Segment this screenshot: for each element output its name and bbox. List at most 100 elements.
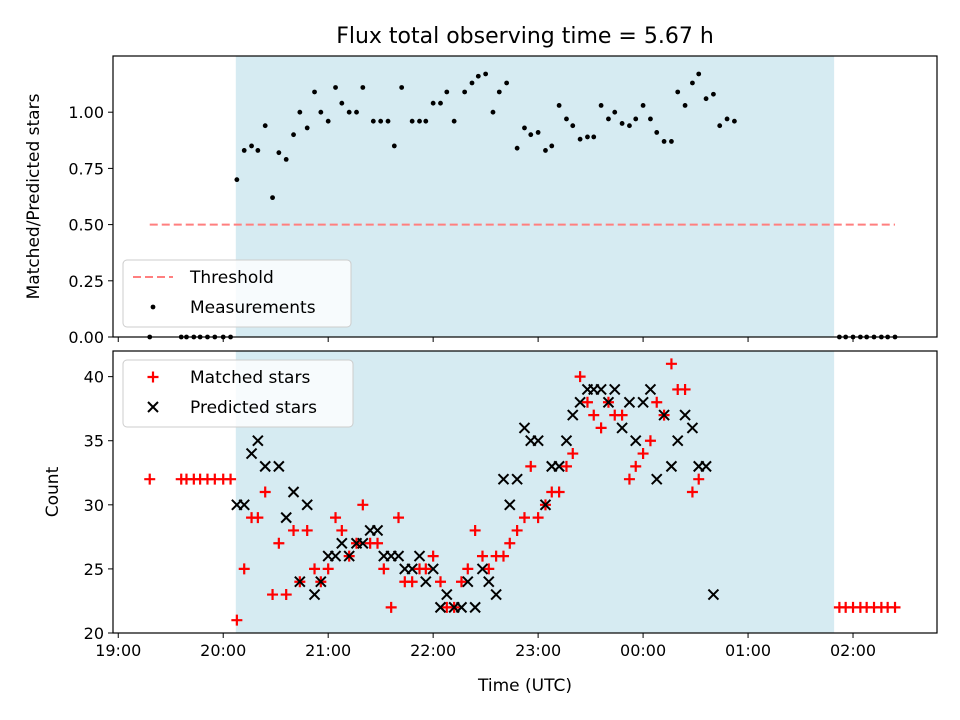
data-point bbox=[564, 116, 569, 122]
data-point bbox=[675, 89, 681, 95]
data-point bbox=[560, 460, 572, 472]
data-point bbox=[539, 499, 552, 511]
data-point bbox=[238, 563, 250, 575]
data-point bbox=[427, 563, 439, 575]
data-point bbox=[354, 109, 359, 115]
data-point bbox=[602, 396, 615, 408]
data-point bbox=[644, 383, 657, 396]
data-point bbox=[711, 91, 716, 97]
series-plus bbox=[144, 358, 901, 626]
data-point bbox=[889, 601, 901, 613]
data-point bbox=[315, 576, 327, 588]
data-point bbox=[644, 435, 656, 447]
data-point bbox=[672, 435, 684, 447]
data-point bbox=[686, 486, 698, 498]
data-point bbox=[543, 148, 548, 153]
data-point bbox=[553, 486, 565, 498]
data-point bbox=[267, 589, 279, 601]
data-point bbox=[427, 550, 439, 562]
data-point bbox=[339, 100, 345, 106]
data-point bbox=[231, 614, 243, 626]
data-point bbox=[504, 80, 510, 86]
data-point bbox=[238, 499, 250, 511]
data-point bbox=[417, 118, 422, 124]
data-point bbox=[288, 524, 300, 536]
data-point bbox=[654, 130, 660, 135]
data-point bbox=[490, 109, 496, 115]
data-point bbox=[301, 499, 313, 511]
data-point bbox=[336, 537, 348, 549]
data-point bbox=[325, 118, 331, 124]
data-point bbox=[574, 371, 586, 383]
data-point bbox=[633, 116, 639, 122]
data-point bbox=[241, 148, 247, 153]
data-point bbox=[435, 576, 447, 588]
data-point bbox=[469, 524, 481, 536]
data-point bbox=[252, 435, 264, 447]
legend: Threshold Measurements bbox=[122, 259, 352, 328]
data-point bbox=[497, 550, 509, 562]
x-tick-label: 22:00 bbox=[410, 641, 456, 660]
data-point bbox=[434, 601, 447, 614]
y-tick-label: 30 bbox=[84, 496, 104, 515]
data-point bbox=[665, 358, 677, 370]
data-point bbox=[385, 118, 391, 124]
data-point bbox=[476, 550, 488, 562]
data-point bbox=[378, 118, 384, 124]
data-point bbox=[496, 89, 502, 95]
data-point bbox=[556, 103, 562, 108]
data-point bbox=[469, 80, 475, 86]
legend-label: Matched stars bbox=[190, 368, 310, 388]
data-point bbox=[560, 435, 573, 447]
data-point bbox=[648, 116, 653, 122]
data-point bbox=[455, 601, 468, 614]
data-point bbox=[549, 143, 555, 149]
data-point bbox=[522, 125, 527, 131]
data-point bbox=[357, 499, 369, 511]
data-point bbox=[581, 396, 593, 408]
data-point bbox=[518, 422, 531, 434]
data-point bbox=[336, 524, 348, 536]
data-point bbox=[570, 123, 576, 129]
chart-title: Flux total observing time = 5.67 h bbox=[336, 24, 714, 49]
data-point bbox=[591, 134, 597, 140]
data-point bbox=[585, 134, 590, 140]
y-tick-label: 0.00 bbox=[68, 328, 104, 347]
data-point bbox=[451, 118, 457, 124]
data-point bbox=[528, 132, 534, 138]
data-point bbox=[378, 563, 390, 575]
data-point bbox=[252, 512, 264, 524]
y-tick-label: 0.75 bbox=[68, 159, 104, 178]
data-point bbox=[371, 524, 384, 537]
legend-box bbox=[122, 359, 354, 428]
data-point bbox=[245, 447, 258, 460]
data-point bbox=[309, 563, 321, 575]
data-point bbox=[406, 563, 418, 575]
data-point bbox=[234, 177, 240, 183]
data-point bbox=[690, 80, 695, 86]
data-point bbox=[280, 589, 292, 601]
data-point bbox=[273, 460, 285, 473]
data-point bbox=[630, 435, 642, 447]
data-point bbox=[144, 473, 156, 485]
data-point bbox=[294, 576, 306, 588]
data-point bbox=[372, 537, 384, 549]
data-point bbox=[462, 563, 474, 575]
y-axis-label: Count bbox=[43, 466, 63, 517]
data-point bbox=[665, 460, 678, 473]
data-point bbox=[462, 576, 474, 588]
legend: Matched stars Predicted stars bbox=[122, 359, 354, 428]
data-point bbox=[696, 71, 702, 77]
data-point bbox=[357, 537, 369, 549]
bottom-panel: 20 25 30 35 40 19:00 20:00 21:00 22:00 23:00 00:00… bbox=[43, 350, 938, 660]
data-point bbox=[291, 132, 296, 138]
data-point bbox=[409, 118, 415, 124]
data-point bbox=[304, 125, 310, 131]
data-point bbox=[595, 383, 607, 396]
data-point bbox=[623, 473, 635, 485]
legend-plus-swatch bbox=[147, 371, 159, 383]
data-point bbox=[612, 109, 618, 115]
data-point bbox=[686, 422, 699, 434]
data-point bbox=[262, 123, 268, 129]
